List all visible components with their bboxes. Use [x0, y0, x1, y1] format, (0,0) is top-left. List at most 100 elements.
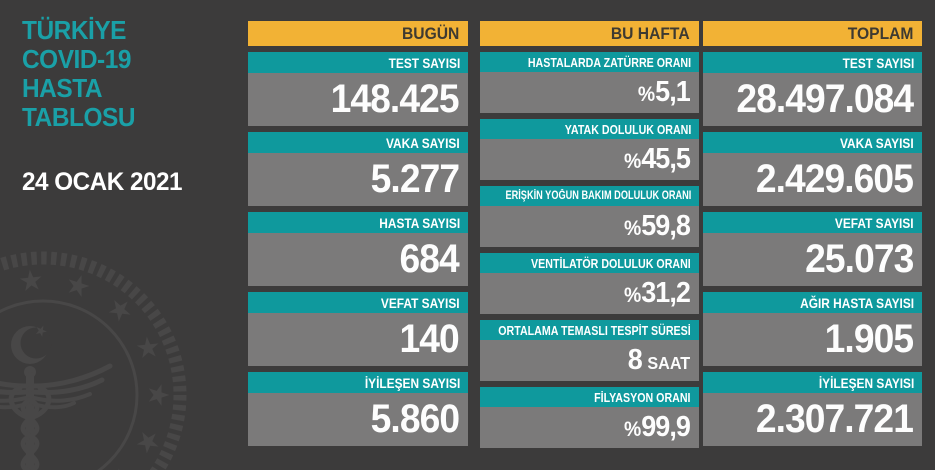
stat-row: VEFAT SAYISI 140	[248, 292, 468, 366]
stat-label: VEFAT SAYISI	[835, 214, 914, 231]
stat-value: 45,5	[641, 143, 691, 175]
stat-label-bar: HASTALARDA ZATÜRRE ORANI	[480, 52, 699, 72]
stat-value-prefix: %	[623, 284, 642, 307]
stat-label-bar: FİLYASYON ORANI	[480, 387, 699, 407]
stat-label-bar: HASTA SAYISI	[248, 212, 468, 233]
stat-value-box: 2.429.605	[703, 153, 922, 206]
stat-label-bar: YATAK DOLULUK ORANI	[480, 119, 699, 139]
stat-value-box: 2.307.721	[703, 393, 922, 446]
stat-label-bar: TEST SAYISI	[248, 52, 468, 73]
stat-label-bar: ERİŞKİN YOĞUN BAKIM DOLULUK ORANI	[480, 186, 699, 206]
stat-value: 25.073	[804, 237, 914, 281]
stat-value: 8	[627, 344, 643, 376]
crescent-icon	[11, 323, 52, 364]
stat-label: İYİLEŞEN SAYISI	[818, 374, 914, 391]
stat-value: 140	[399, 317, 460, 361]
sidebar: TÜRKİYE COVID-19 HASTA TABLOSU 24 OCAK 2…	[0, 0, 248, 470]
stat-label-bar: VAKA SAYISI	[703, 132, 922, 153]
stat-value-box: 5.277	[248, 153, 468, 206]
stat-value-box: 28.497.084	[703, 73, 922, 126]
stat-value: 28.497.084	[736, 77, 914, 121]
stat-label: VAKA SAYISI	[840, 134, 914, 151]
stat-label-bar: İYİLEŞEN SAYISI	[703, 372, 922, 393]
stat-row: VAKA SAYISI 2.429.605	[703, 132, 922, 206]
stat-label: ERİŞKİN YOĞUN BAKIM DOLULUK ORANI	[505, 190, 691, 202]
stat-row: HASTALARDA ZATÜRRE ORANI %5,1	[480, 52, 699, 113]
title-line-2: COVID-19	[22, 44, 131, 74]
page-title: TÜRKİYE COVID-19 HASTA TABLOSU	[22, 16, 135, 132]
report-date: 24 OCAK 2021	[22, 168, 182, 196]
stat-value-box: 8 SAAT	[480, 340, 699, 381]
stat-value: 2.307.721	[755, 397, 914, 441]
star-icon	[33, 323, 49, 338]
stat-value-box: 684	[248, 233, 468, 286]
stat-value-unit: SAAT	[647, 353, 690, 373]
stat-label-bar: AĞIR HASTA SAYISI	[703, 292, 922, 313]
stat-label: HASTALARDA ZATÜRRE ORANI	[527, 54, 691, 70]
stat-value: 684	[399, 237, 460, 281]
stat-value: 1.905	[824, 317, 914, 361]
column-header-bugun: BUGÜN	[248, 21, 468, 46]
stat-value-box: %45,5	[480, 139, 699, 180]
stat-value-box: %99,9	[480, 407, 699, 448]
stat-label-bar: VENTİLATÖR DOLULUK ORANI	[480, 253, 699, 273]
title-line-3: HASTA	[22, 73, 103, 103]
emblem-rings	[0, 251, 187, 470]
stat-row: VENTİLATÖR DOLULUK ORANI %31,2	[480, 253, 699, 314]
column-bugun: BUGÜN TEST SAYISI 148.425 VAKA SAYISI 5.…	[248, 21, 468, 452]
stat-label-bar: VEFAT SAYISI	[703, 212, 922, 233]
stat-row: AĞIR HASTA SAYISI 1.905	[703, 292, 922, 366]
stat-value: 99,9	[641, 411, 691, 443]
stat-value-box: %31,2	[480, 273, 699, 314]
column-header-toplam: TOPLAM	[703, 21, 922, 46]
stat-row: İYİLEŞEN SAYISI 5.860	[248, 372, 468, 446]
stat-label-bar: ORTALAMA TEMASLI TESPİT SÜRESİ	[480, 320, 699, 340]
stat-label: İYİLEŞEN SAYISI	[364, 374, 460, 391]
stat-label-bar: TEST SAYISI	[703, 52, 922, 73]
stat-label: TEST SAYISI	[842, 54, 914, 71]
star-ring-icon	[18, 268, 170, 470]
column-bu-hafta: BU HAFTA HASTALARDA ZATÜRRE ORANI %5,1 Y…	[480, 21, 699, 454]
stat-value-prefix: %	[623, 217, 642, 240]
title-line-4: TABLOSU	[22, 102, 136, 132]
stat-label: TEST SAYISI	[388, 54, 460, 71]
stat-label-bar: VAKA SAYISI	[248, 132, 468, 153]
stat-label: FİLYASYON ORANI	[594, 389, 691, 405]
stat-value-prefix: %	[638, 83, 656, 106]
stat-row: VEFAT SAYISI 25.073	[703, 212, 922, 286]
stat-label: AĞIR HASTA SAYISI	[800, 294, 914, 311]
stat-value: 5.860	[370, 397, 460, 441]
stat-value: 2.429.605	[755, 157, 914, 201]
stat-row: ERİŞKİN YOĞUN BAKIM DOLULUK ORANI %59,8	[480, 186, 699, 247]
stat-value-box: 148.425	[248, 73, 468, 126]
stat-label: VAKA SAYISI	[386, 134, 460, 151]
stat-value-prefix: %	[623, 418, 642, 441]
column-toplam: TOPLAM TEST SAYISI 28.497.084 VAKA SAYIS…	[703, 21, 922, 452]
stat-label: YATAK DOLULUK ORANI	[564, 121, 691, 137]
stat-row: TEST SAYISI 28.497.084	[703, 52, 922, 126]
stat-label-bar: VEFAT SAYISI	[248, 292, 468, 313]
stat-value-box: %59,8	[480, 206, 699, 247]
stat-label-bar: İYİLEŞEN SAYISI	[248, 372, 468, 393]
stat-value: 5.277	[370, 157, 460, 201]
stat-value: 59,8	[641, 210, 691, 242]
stat-value-prefix: %	[623, 150, 642, 173]
caduceus-icon	[0, 363, 113, 470]
column-header-bu-hafta: BU HAFTA	[480, 21, 699, 46]
stat-row: HASTA SAYISI 684	[248, 212, 468, 286]
stat-value: 31,2	[641, 277, 691, 309]
stat-row: VAKA SAYISI 5.277	[248, 132, 468, 206]
stat-value-box: 1.905	[703, 313, 922, 366]
stat-label: VEFAT SAYISI	[381, 294, 460, 311]
stat-row: FİLYASYON ORANI %99,9	[480, 387, 699, 448]
stat-value-box: 140	[248, 313, 468, 366]
stat-value-box: %5,1	[480, 72, 699, 113]
stat-row: TEST SAYISI 148.425	[248, 52, 468, 126]
stat-label: HASTA SAYISI	[379, 214, 460, 231]
stat-row: ORTALAMA TEMASLI TESPİT SÜRESİ 8 SAAT	[480, 320, 699, 381]
stat-label: ORTALAMA TEMASLI TESPİT SÜRESİ	[498, 322, 691, 338]
title-line-1: TÜRKİYE	[22, 15, 126, 45]
stat-row: YATAK DOLULUK ORANI %45,5	[480, 119, 699, 180]
stat-label: VENTİLATÖR DOLULUK ORANI	[531, 255, 691, 271]
